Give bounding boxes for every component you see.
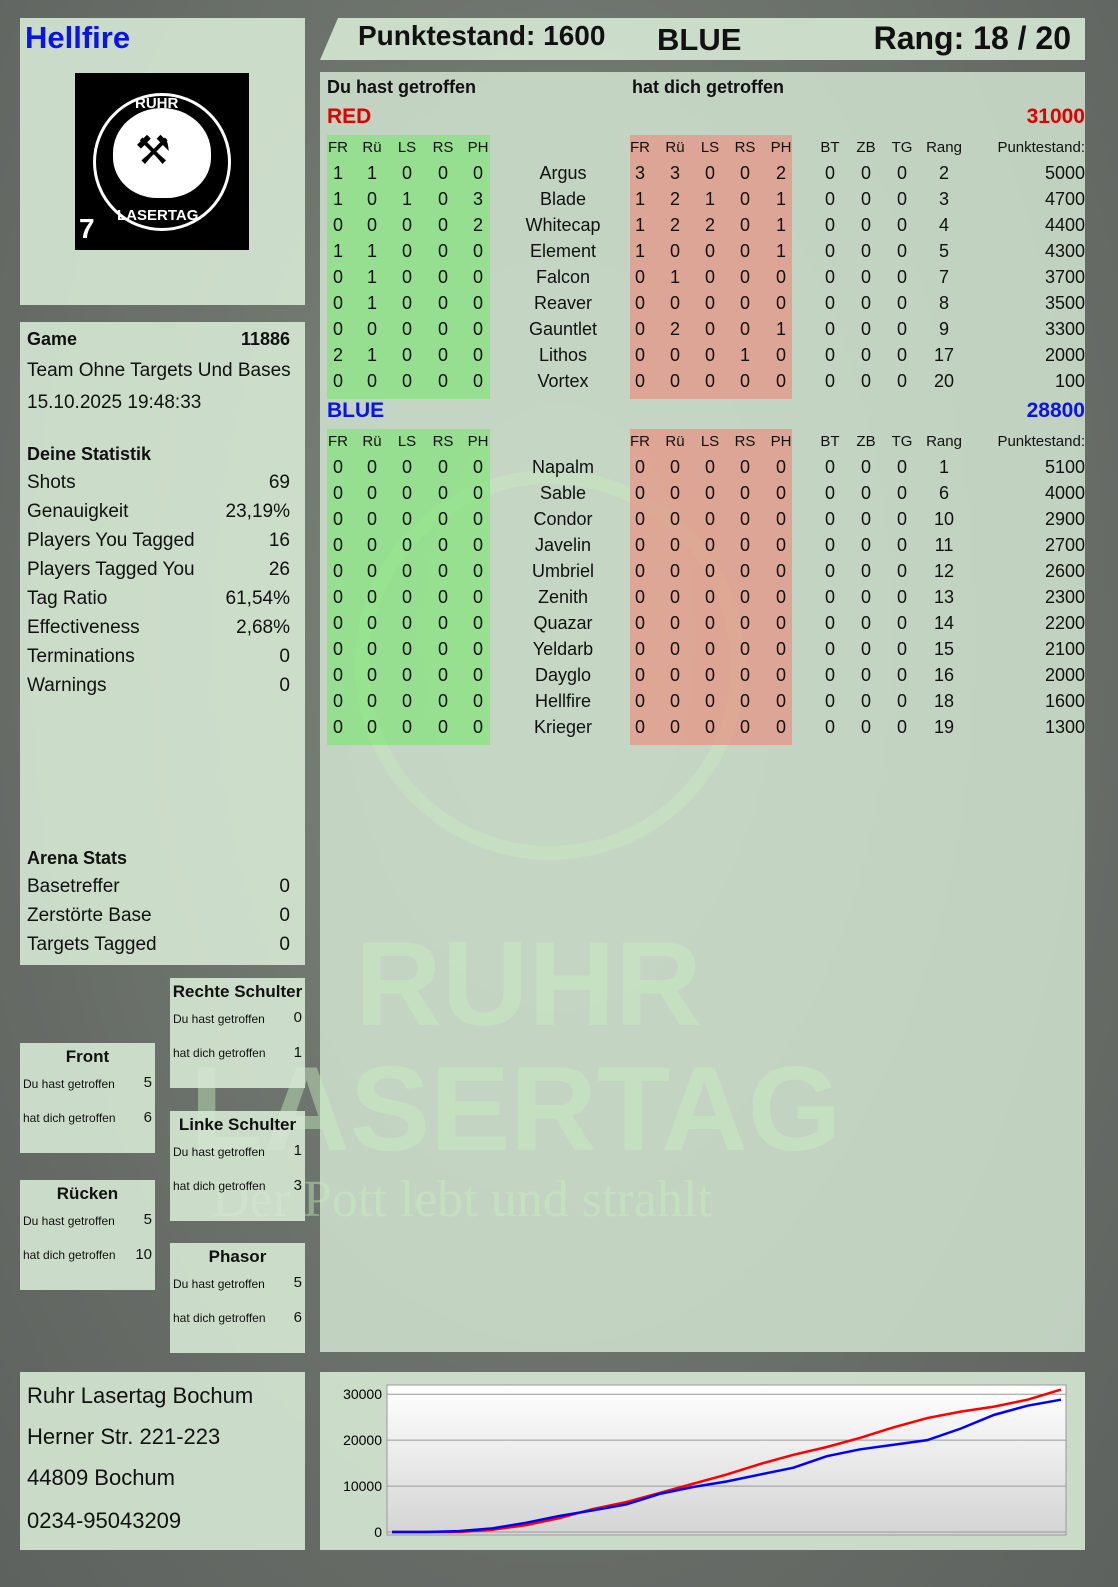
arena-label: Basetreffer [27, 876, 120, 897]
game-label: Game [27, 329, 78, 349]
stat-label: Genauigkeit [27, 501, 129, 522]
zone-front: Front Du hast getroffen 5 hat dich getroffe… [20, 1043, 155, 1153]
game-datetime: 15.10.2025 19:48:33 [27, 392, 202, 413]
zone-hit-you-label: hat dich getroffen [23, 1111, 116, 1125]
watermark-ruhr: RUHR [355, 917, 702, 1051]
player-team: BLUE [657, 22, 742, 57]
stat-row: Players You Tagged 16 [27, 530, 305, 552]
arena-row: Basetreffer 0 [27, 876, 305, 898]
zone-phasor: Phasor Du hast getroffen 5 hat dich getroff… [170, 1243, 305, 1353]
address-panel: Ruhr Lasertag Bochum Herner Str. 221-223… [20, 1372, 305, 1550]
y-tick-label: 30000 [343, 1386, 382, 1402]
club-logo: ⚒ RUHR LASERTAG 7 [75, 73, 249, 250]
zone-title: Linke Schulter [178, 1115, 297, 1134]
arena-value: 0 [279, 905, 290, 926]
zone-rücken: Rücken Du hast getroffen 5 hat dich getroff… [20, 1180, 155, 1290]
watermark-logo [355, 470, 745, 860]
zone-rechte-schulter: Rechte Schulter Du hast getroffen 0 hat dic… [170, 978, 305, 1088]
game-mode: Team Ohne Targets Und Bases [27, 360, 291, 381]
zone-you-hit-value: 1 [293, 1142, 302, 1159]
arena-row: Targets Tagged 0 [27, 934, 305, 956]
game-panel: Game 11886 Team Ohne Targets Und Bases 1… [20, 322, 305, 965]
stat-label: Players You Tagged [27, 530, 195, 551]
address-city: 44809 Bochum [27, 1465, 175, 1490]
hammers-icon: ⚒ [135, 129, 171, 173]
arena-label: Zerstörte Base [27, 905, 152, 926]
y-tick-label: 10000 [343, 1478, 382, 1494]
zone-hit-you-value: 3 [293, 1177, 302, 1194]
stat-value: 69 [268, 472, 290, 493]
arena-value: 0 [279, 876, 290, 897]
stat-row: Players Tagged You 26 [27, 559, 305, 581]
zone-hit-you-value: 6 [293, 1309, 302, 1326]
stat-label: Players Tagged You [27, 559, 195, 580]
zone-hit-you-value: 6 [143, 1109, 152, 1126]
address-street: Herner Str. 221-223 [27, 1424, 221, 1449]
stat-value: 0 [279, 675, 290, 696]
zone-hit-you-value: 1 [293, 1044, 302, 1061]
zone-title: Rücken [56, 1184, 119, 1203]
zone-you-hit-label: Du hast getroffen [173, 1012, 265, 1026]
score-progress-chart: 0 10000 20000 30000 [343, 1384, 1067, 1540]
zone-title: Phasor [208, 1247, 267, 1266]
zone-you-hit-label: Du hast getroffen [173, 1277, 265, 1291]
zone-title: Rechte Schulter [172, 982, 303, 1001]
red-team-line [392, 1388, 1062, 1534]
arena-title: Arena Stats [27, 848, 128, 868]
stat-label: Tag Ratio [27, 588, 108, 609]
stat-row: Terminations 0 [27, 646, 305, 668]
stat-label: Effectiveness [27, 617, 140, 638]
stat-value: 26 [268, 559, 290, 580]
zone-you-hit-label: Du hast getroffen [173, 1145, 265, 1159]
logo-number: 7 [79, 213, 95, 244]
zone-hit-you-label: hat dich getroffen [173, 1179, 266, 1193]
y-tick-label: 0 [374, 1524, 382, 1540]
zone-you-hit-label: Du hast getroffen [23, 1077, 115, 1091]
stat-value: 61,54% [225, 588, 290, 609]
stat-value: 23,19% [225, 501, 290, 522]
player-rank: Rang: 18 / 20 [873, 20, 1071, 56]
zone-hit-you-label: hat dich getroffen [173, 1046, 266, 1060]
stat-label: Warnings [27, 675, 107, 696]
arena-label: Targets Tagged [27, 934, 157, 955]
stats-title: Deine Statistik [27, 444, 152, 464]
stat-row: Genauigkeit 23,19% [27, 501, 305, 523]
arena-row: Zerstörte Base 0 [27, 905, 305, 927]
player-panel: Hellfire ⚒ RUHR LASERTAG 7 [20, 18, 305, 305]
zone-title: Front [65, 1047, 110, 1066]
zone-you-hit-value: 5 [143, 1211, 152, 1228]
stat-label: Terminations [27, 646, 135, 667]
blue-team-line [392, 1398, 1062, 1534]
stat-value: 16 [268, 530, 290, 551]
zone-hit-you-label: hat dich getroffen [173, 1311, 266, 1325]
player-name: Hellfire [25, 20, 131, 55]
player-score: Punktestand: 1600 [358, 20, 606, 51]
zone-you-hit-value: 0 [293, 1009, 302, 1026]
logo-text-top: RUHR [135, 95, 179, 112]
stat-label: Shots [27, 472, 76, 493]
address-name: Ruhr Lasertag Bochum [27, 1383, 254, 1408]
address-phone: 0234-95043209 [27, 1508, 182, 1533]
stat-row: Tag Ratio 61,54% [27, 588, 305, 610]
stat-value: 0 [279, 646, 290, 667]
zone-you-hit-value: 5 [143, 1074, 152, 1091]
zone-hit-you-value: 10 [135, 1246, 152, 1263]
stat-row: Effectiveness 2,68% [27, 617, 305, 639]
zone-you-hit-label: Du hast getroffen [23, 1214, 115, 1228]
stat-row: Warnings 0 [27, 675, 305, 697]
zone-hit-you-label: hat dich getroffen [23, 1248, 116, 1262]
score-bar: Punktestand: 1600 BLUE Rang: 18 / 20 [320, 18, 1085, 60]
y-tick-label: 20000 [343, 1432, 382, 1448]
stat-value: 2,68% [236, 617, 290, 638]
game-id: 11886 [240, 329, 290, 349]
arena-value: 0 [279, 934, 290, 955]
stat-row: Shots 69 [27, 472, 305, 494]
logo-text-bottom: LASERTAG [117, 207, 199, 224]
zone-you-hit-value: 5 [293, 1274, 302, 1291]
zone-linke-schulter: Linke Schulter Du hast getroffen 1 hat dich… [170, 1111, 305, 1221]
chart-panel: 0 10000 20000 30000 [320, 1372, 1085, 1550]
